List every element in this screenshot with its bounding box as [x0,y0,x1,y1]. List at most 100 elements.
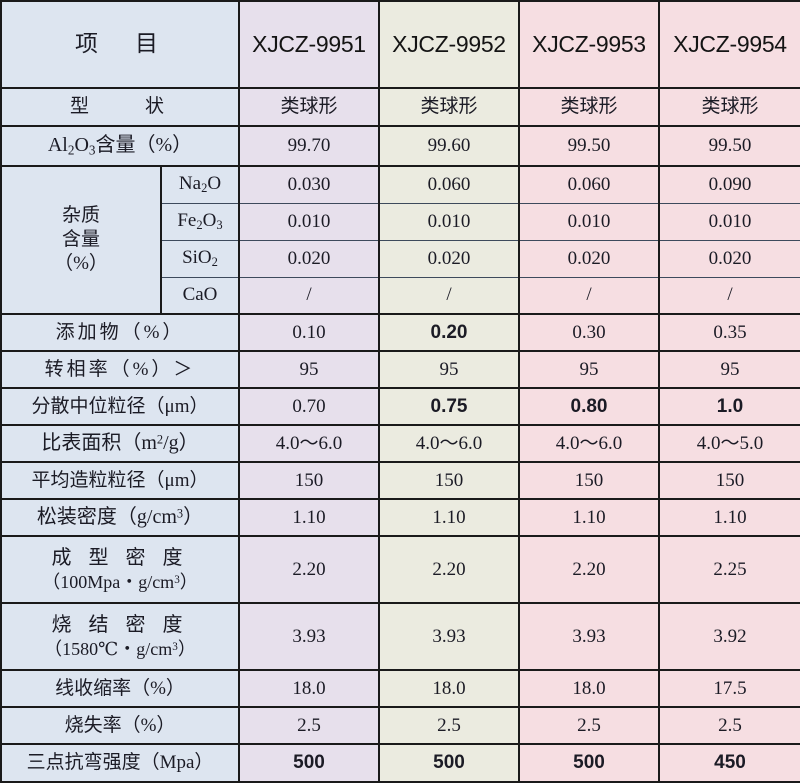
header-col-9954: XJCZ-9954 [658,0,800,89]
sintered-density-line2: （1580℃・g/cm3） [44,638,196,659]
table-header-row: 项 目 XJCZ-9951 XJCZ-9952 XJCZ-9953 XJCZ-9… [0,0,800,89]
cell-cao-9951: / [238,276,380,315]
row-label-avg-granule: 平均造粒粒径（μm） [0,461,240,500]
cell-fe2o3-9954: 0.010 [658,202,800,241]
header-col-9953: XJCZ-9953 [518,0,660,89]
header-col-9952-text: XJCZ-9952 [392,31,506,58]
cell-ssa-9953: 4.0～6.0 [518,424,660,463]
cell-sintered-9952: 3.93 [378,602,520,671]
cell-phase-9952: 95 [378,350,520,389]
cell-sio2-9951: 0.020 [238,239,380,278]
cell-additive-9953: 0.30 [518,313,660,352]
cell-fe2o3-9953: 0.010 [518,202,660,241]
cell-forming-9954: 2.25 [658,535,800,604]
row-label-flexural-strength: 三点抗弯强度（Mpa） [0,743,240,783]
cell-cao-9954: / [658,276,800,315]
table-row-impurity-sio2: SiO2 0.020 0.020 0.020 0.020 [1,239,800,278]
cell-al2o3-9953: 99.50 [518,125,660,167]
cell-cao-9952: / [378,276,520,315]
cell-median-9952: 0.75 [378,387,520,426]
table-row-flexural-strength: 三点抗弯强度（Mpa） 500 500 500 450 [0,743,800,783]
header-col-9951-text: XJCZ-9951 [252,31,366,58]
cell-shrink-9952: 18.0 [378,669,520,708]
row-label-specific-surface-text: 比表面积（m2/g） [41,432,199,454]
row-label-avg-granule-text: 平均造粒粒径（μm） [31,469,209,491]
cell-additive-9954: 0.35 [658,313,800,352]
subrow-label-cao: CaO [160,276,240,315]
impurity-label-line1: 杂质 [61,205,100,227]
cell-phase-9951: 95 [238,350,380,389]
row-label-al2o3-text: Al2O3含量（%） [47,134,193,158]
cell-ssa-9954: 4.0～5.0 [658,424,800,463]
cell-sintered-9953: 3.93 [518,602,660,671]
cell-flex-9954: 450 [658,743,800,783]
cell-shrink-9953: 18.0 [518,669,660,708]
table-row-avg-granule: 平均造粒粒径（μm） 150 150 150 150 [0,461,800,500]
cell-na2o-9954: 0.090 [658,165,800,204]
cell-sio2-9954: 0.020 [658,239,800,278]
row-label-sintered-density: 烧 结 密 度 （1580℃・g/cm3） [0,602,240,671]
cell-shape-9953: 类球形 [518,87,660,127]
row-label-loss-on-ignition: 烧失率（%） [0,706,240,745]
table-row-additive: 添加物（%） 0.10 0.20 0.30 0.35 [0,313,800,352]
cell-granule-9951: 150 [238,461,380,500]
table-row-forming-density: 成 型 密 度 （100Mpa・g/cm3） 2.20 2.20 2.20 2.… [0,535,800,604]
row-label-specific-surface: 比表面积（m2/g） [0,424,240,463]
cell-median-9951: 0.70 [238,387,380,426]
cell-additive-9951: 0.10 [238,313,380,352]
forming-density-line1: 成 型 密 度 [51,546,189,569]
cell-shape-9952: 类球形 [378,87,520,127]
cell-bulk-9954: 1.10 [658,498,800,537]
subrow-label-sio2: SiO2 [160,239,240,278]
row-label-additive-text: 添加物（%） [55,321,185,343]
impurity-label-line3: （%） [54,252,108,274]
cell-forming-9953: 2.20 [518,535,660,604]
subrow-label-na2o: Na2O [160,165,240,204]
header-col-9954-text: XJCZ-9954 [673,31,787,58]
cell-shrink-9954: 17.5 [658,669,800,708]
row-label-bulk-density-text: 松装密度（g/cm3） [36,506,204,528]
header-item-label: 项 目 [0,0,240,89]
sintered-density-line1: 烧 结 密 度 [51,613,189,636]
table-row-al2o3: Al2O3含量（%） 99.70 99.60 99.50 99.50 [0,125,800,167]
table-row-median-size: 分散中位粒径（μm） 0.70 0.75 0.80 1.0 [0,387,800,426]
cell-flex-9953: 500 [518,743,660,783]
table-row-specific-surface: 比表面积（m2/g） 4.0～6.0 4.0～6.0 4.0～6.0 4.0～5… [0,424,800,463]
row-label-shape-text: 型 状 [69,96,170,118]
cell-al2o3-9954: 99.50 [658,125,800,167]
cell-granule-9953: 150 [518,461,660,500]
cell-sintered-9954: 3.92 [658,602,800,671]
cell-phase-9953: 95 [518,350,660,389]
cell-loi-9952: 2.5 [378,706,520,745]
row-label-flexural-strength-text: 三点抗弯强度（Mpa） [26,752,214,774]
row-label-bulk-density: 松装密度（g/cm3） [0,498,240,537]
table-row-linear-shrinkage: 线收缩率（%） 18.0 18.0 18.0 17.5 [0,669,800,708]
cell-granule-9952: 150 [378,461,520,500]
row-label-additive: 添加物（%） [0,313,240,352]
cell-flex-9952: 500 [378,743,520,783]
row-label-shape: 型 状 [0,87,240,127]
row-label-linear-shrinkage-text: 线收缩率（%） [55,677,185,699]
cell-na2o-9952: 0.060 [378,165,520,204]
cell-ssa-9952: 4.0～6.0 [378,424,520,463]
row-label-loss-on-ignition-text: 烧失率（%） [64,714,176,736]
cell-bulk-9951: 1.10 [238,498,380,537]
cell-sio2-9952: 0.020 [378,239,520,278]
cell-shape-9951: 类球形 [238,87,380,127]
forming-density-line2: （100Mpa・g/cm3） [42,571,198,592]
cell-al2o3-9951: 99.70 [238,125,380,167]
row-label-linear-shrinkage: 线收缩率（%） [0,669,240,708]
row-label-impurity: 杂质 含量 （%） [0,165,162,315]
row-label-al2o3: Al2O3含量（%） [0,125,240,167]
cell-loi-9953: 2.5 [518,706,660,745]
row-label-median-size-text: 分散中位粒径（μm） [31,395,209,417]
cell-shrink-9951: 18.0 [238,669,380,708]
table-row-impurity-na2o: 杂质 含量 （%） Na2O 0.030 0.060 0.060 0.090 [0,165,800,315]
cell-phase-9954: 95 [658,350,800,389]
cell-al2o3-9952: 99.60 [378,125,520,167]
cell-ssa-9951: 4.0～6.0 [238,424,380,463]
cell-flex-9951: 500 [238,743,380,783]
cell-median-9953: 0.80 [518,387,660,426]
subrow-label-fe2o3: Fe2O3 [160,202,240,241]
